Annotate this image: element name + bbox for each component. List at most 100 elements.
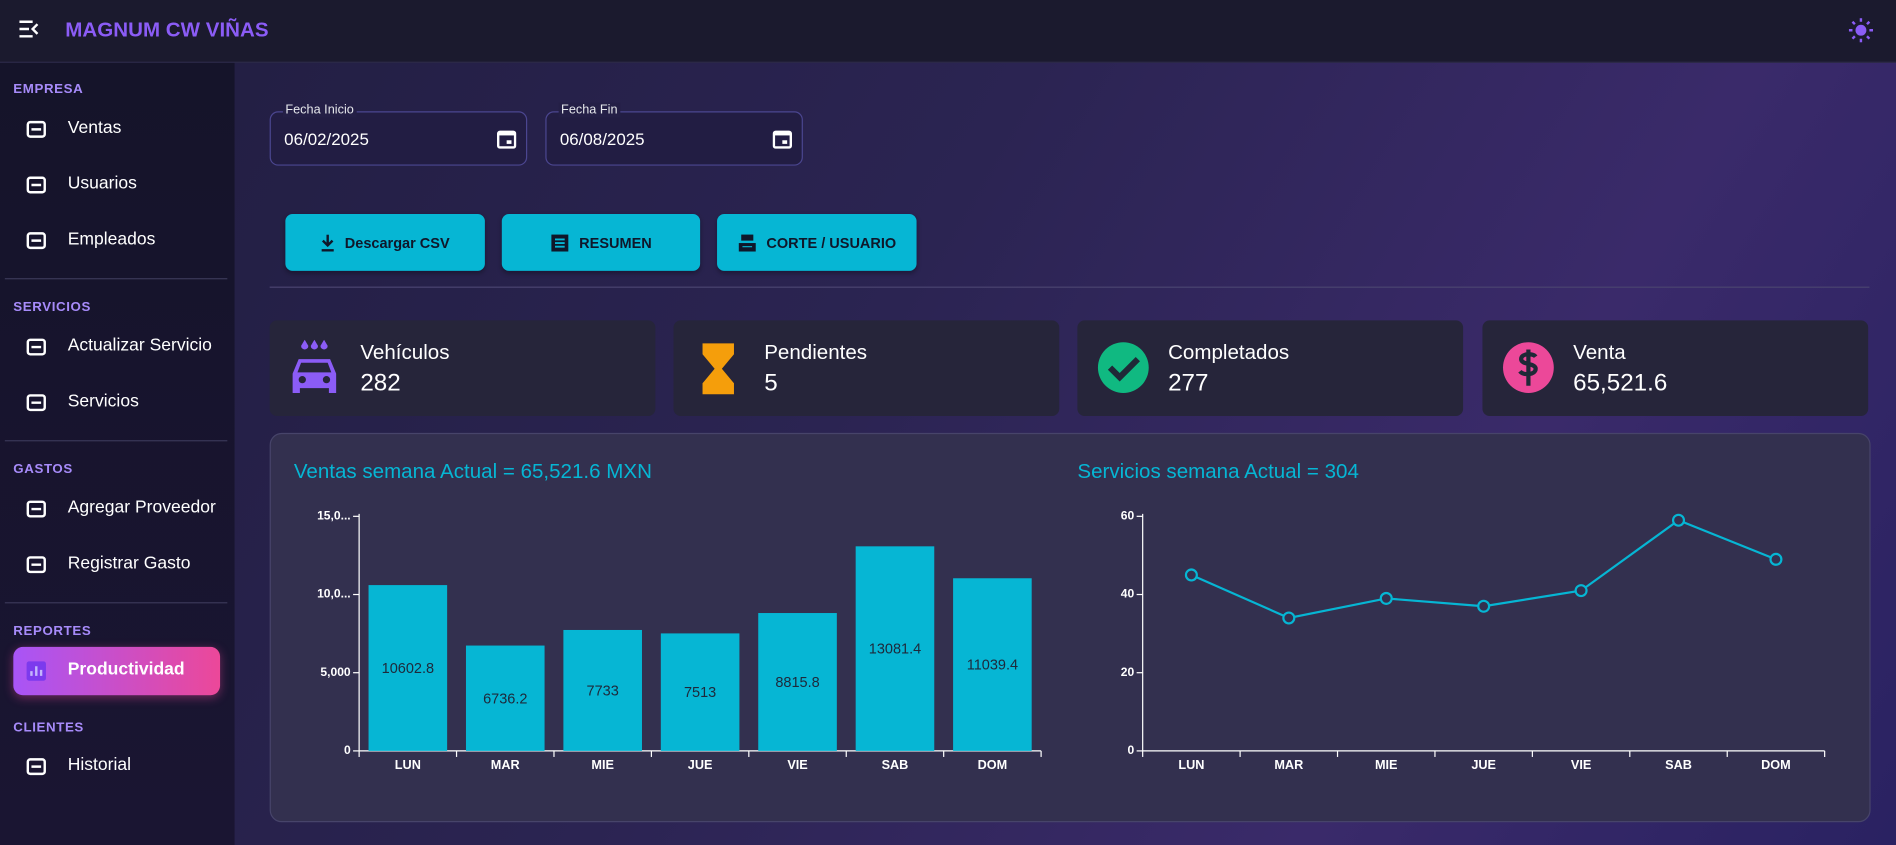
divider <box>4 602 228 604</box>
x-tick-label: LUN <box>395 758 421 772</box>
stat-card: Venta 65,521.6 <box>1482 320 1869 416</box>
field-value: 06/08/2025 <box>559 129 645 149</box>
y-tick-label: 0 <box>1127 743 1134 757</box>
bar-value-label: 7733 <box>587 683 619 699</box>
y-tick-label: 15,0... <box>317 509 351 523</box>
bar <box>855 546 935 751</box>
section-title: SERVICIOS <box>13 299 91 315</box>
x-tick-label: JUE <box>1471 758 1496 772</box>
dollar-icon <box>1503 342 1554 393</box>
theme-toggle[interactable] <box>1848 18 1874 43</box>
car-icon <box>292 339 337 393</box>
field-label: Fecha Fin <box>558 102 620 118</box>
bar-value-label: 8815.8 <box>775 675 819 691</box>
stat-label: Venta <box>1573 340 1626 364</box>
download-icon <box>321 233 334 251</box>
date-start[interactable]: Fecha Inicio 06/02/2025 <box>269 102 528 166</box>
menu-icon <box>26 556 46 574</box>
menu-item[interactable]: Agregar Proveedor <box>67 498 216 518</box>
section-title: CLIENTES <box>13 720 84 736</box>
chart-title: Ventas semana Actual = 65,521.6 MXN <box>294 460 652 483</box>
x-tick-label: VIE <box>1571 758 1591 772</box>
hourglass-icon <box>702 343 734 395</box>
line-point <box>1184 568 1198 582</box>
menu-icon <box>26 394 46 412</box>
y-tick-label: 10,0... <box>317 587 351 601</box>
chart-title: Servicios semana Actual = 304 <box>1077 460 1359 483</box>
app-title: MAGNUM CW VIÑAS <box>65 18 269 42</box>
bar-value-label: 11039.4 <box>967 658 1018 674</box>
line-point <box>1671 513 1686 527</box>
line-point <box>1769 552 1783 566</box>
bar <box>758 613 837 751</box>
divider <box>269 286 1870 288</box>
menu-item[interactable]: Registrar Gasto <box>67 553 191 574</box>
line-point <box>1379 591 1393 605</box>
bar <box>563 629 642 751</box>
calendar-icon[interactable] <box>772 128 793 149</box>
calendar-icon[interactable] <box>496 128 517 149</box>
x-tick-label: SAB <box>882 758 909 772</box>
chart-panel <box>269 432 1871 823</box>
button-label: CORTE / USUARIO <box>766 233 897 251</box>
list-icon <box>551 233 569 251</box>
menu-item[interactable]: Empleados <box>67 229 156 250</box>
menu-item[interactable]: Actualizar Servicio <box>67 336 212 356</box>
line-point <box>1477 599 1491 613</box>
x-tick-label: JUE <box>688 758 713 772</box>
button-label: RESUMEN <box>579 233 652 251</box>
menu-item[interactable]: Productividad <box>67 660 185 680</box>
divider <box>4 278 228 280</box>
bar <box>465 645 545 751</box>
menu-item[interactable]: Ventas <box>67 118 122 138</box>
x-tick-label: MIE <box>1375 758 1398 772</box>
cut-button[interactable]: CORTE / USUARIO <box>717 214 917 271</box>
date-end[interactable]: Fecha Fin 06/08/2025 <box>545 102 803 166</box>
stat-value: 5 <box>764 370 778 397</box>
bar-value-label: 7513 <box>684 685 716 701</box>
x-tick-label: MIE <box>591 758 614 772</box>
stat-value: 65,521.6 <box>1573 370 1668 397</box>
menu-toggle[interactable] <box>19 20 39 38</box>
top-bar: MAGNUM CW VIÑAS <box>0 0 1896 63</box>
menu-item[interactable]: Usuarios <box>67 174 137 194</box>
x-tick-label: DOM <box>1761 758 1791 772</box>
stat-label: Vehículos <box>360 340 450 364</box>
csv-button[interactable]: Descargar CSV <box>285 214 485 271</box>
x-tick-label: MAR <box>491 758 520 772</box>
stat-card: Pendientes 5 <box>673 320 1060 416</box>
check-icon <box>1097 342 1149 393</box>
stat-card: Completados 277 <box>1077 320 1464 416</box>
x-tick-label: LUN <box>1178 758 1204 772</box>
stat-label: Completados <box>1168 340 1290 364</box>
bar-value-label: 6736.2 <box>483 691 527 707</box>
button-label: Descargar CSV <box>344 233 450 251</box>
x-tick-label: DOM <box>978 758 1008 772</box>
field-value: 06/02/2025 <box>284 129 369 149</box>
y-tick-label: 20 <box>1121 665 1135 679</box>
x-tick-label: VIE <box>787 758 807 772</box>
bar <box>368 585 448 751</box>
y-tick-label: 40 <box>1121 587 1135 601</box>
menu-icon <box>26 338 46 356</box>
stat-value: 282 <box>360 370 401 397</box>
stat-value: 277 <box>1168 370 1209 397</box>
bar <box>660 633 740 751</box>
menu-item[interactable]: Servicios <box>67 391 139 412</box>
menu-icon <box>26 500 46 518</box>
menu-icon <box>26 120 46 138</box>
section-title: GASTOS <box>13 461 73 477</box>
line-point <box>1282 611 1296 625</box>
stat-card: Vehículos 282 <box>269 320 656 416</box>
divider <box>4 440 228 442</box>
x-tick-label: SAB <box>1665 758 1692 772</box>
summary-button[interactable]: RESUMEN <box>501 214 701 271</box>
bar-value-label: 13081.4 <box>869 642 921 658</box>
line-point <box>1574 584 1588 598</box>
bar-value-label: 10602.8 <box>382 661 434 677</box>
menu-item[interactable]: Historial <box>67 755 132 776</box>
